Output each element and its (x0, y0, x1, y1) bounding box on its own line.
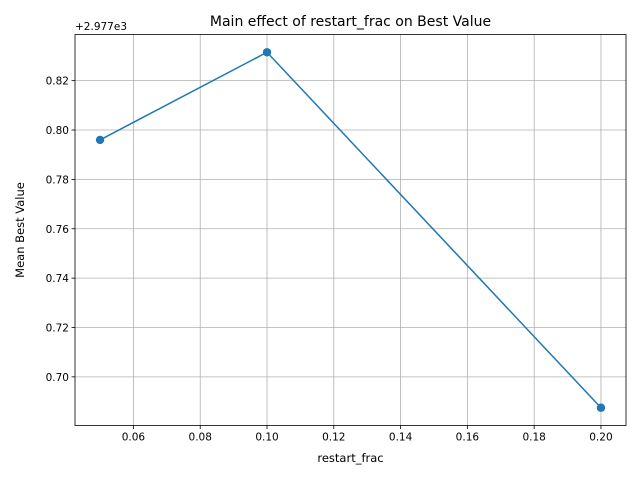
data-point (95, 135, 105, 145)
x-tick-label: 0.08 (189, 432, 212, 444)
x-tick-label: 0.14 (389, 432, 413, 444)
y-tick-label: 0.72 (46, 323, 69, 335)
y-offset-label: +2.977e3 (75, 21, 127, 33)
x-tick-label: 0.18 (522, 432, 545, 444)
x-tick-label: 0.20 (589, 432, 612, 444)
y-tick-label: 0.82 (46, 76, 69, 88)
series-group (95, 48, 606, 412)
x-tick-label: 0.12 (322, 432, 345, 444)
x-tick-label: 0.10 (255, 432, 278, 444)
x-tick-label: 0.06 (122, 432, 146, 444)
chart-title: Main effect of restart_frac on Best Valu… (210, 14, 491, 30)
y-tick-label: 0.70 (46, 372, 69, 384)
y-tick-label: 0.78 (46, 174, 69, 186)
data-point (262, 48, 272, 57)
plot-frame (74, 34, 627, 426)
y-tick-label: 0.76 (46, 224, 70, 236)
data-point (596, 403, 606, 412)
x-axis-label: restart_frac (317, 451, 383, 465)
x-tick-label: 0.16 (456, 432, 480, 444)
y-tick-label: 0.74 (46, 273, 70, 285)
y-tick-label: 0.80 (46, 125, 69, 137)
y-axis-label: Mean Best Value (13, 182, 27, 278)
grid-lines (75, 34, 626, 426)
series-line (99, 51, 602, 409)
axis-ticks: 0.06 0.08 0.10 0.12 0.14 0.16 0.18 0.20 0.70 0.72… (46, 76, 613, 444)
